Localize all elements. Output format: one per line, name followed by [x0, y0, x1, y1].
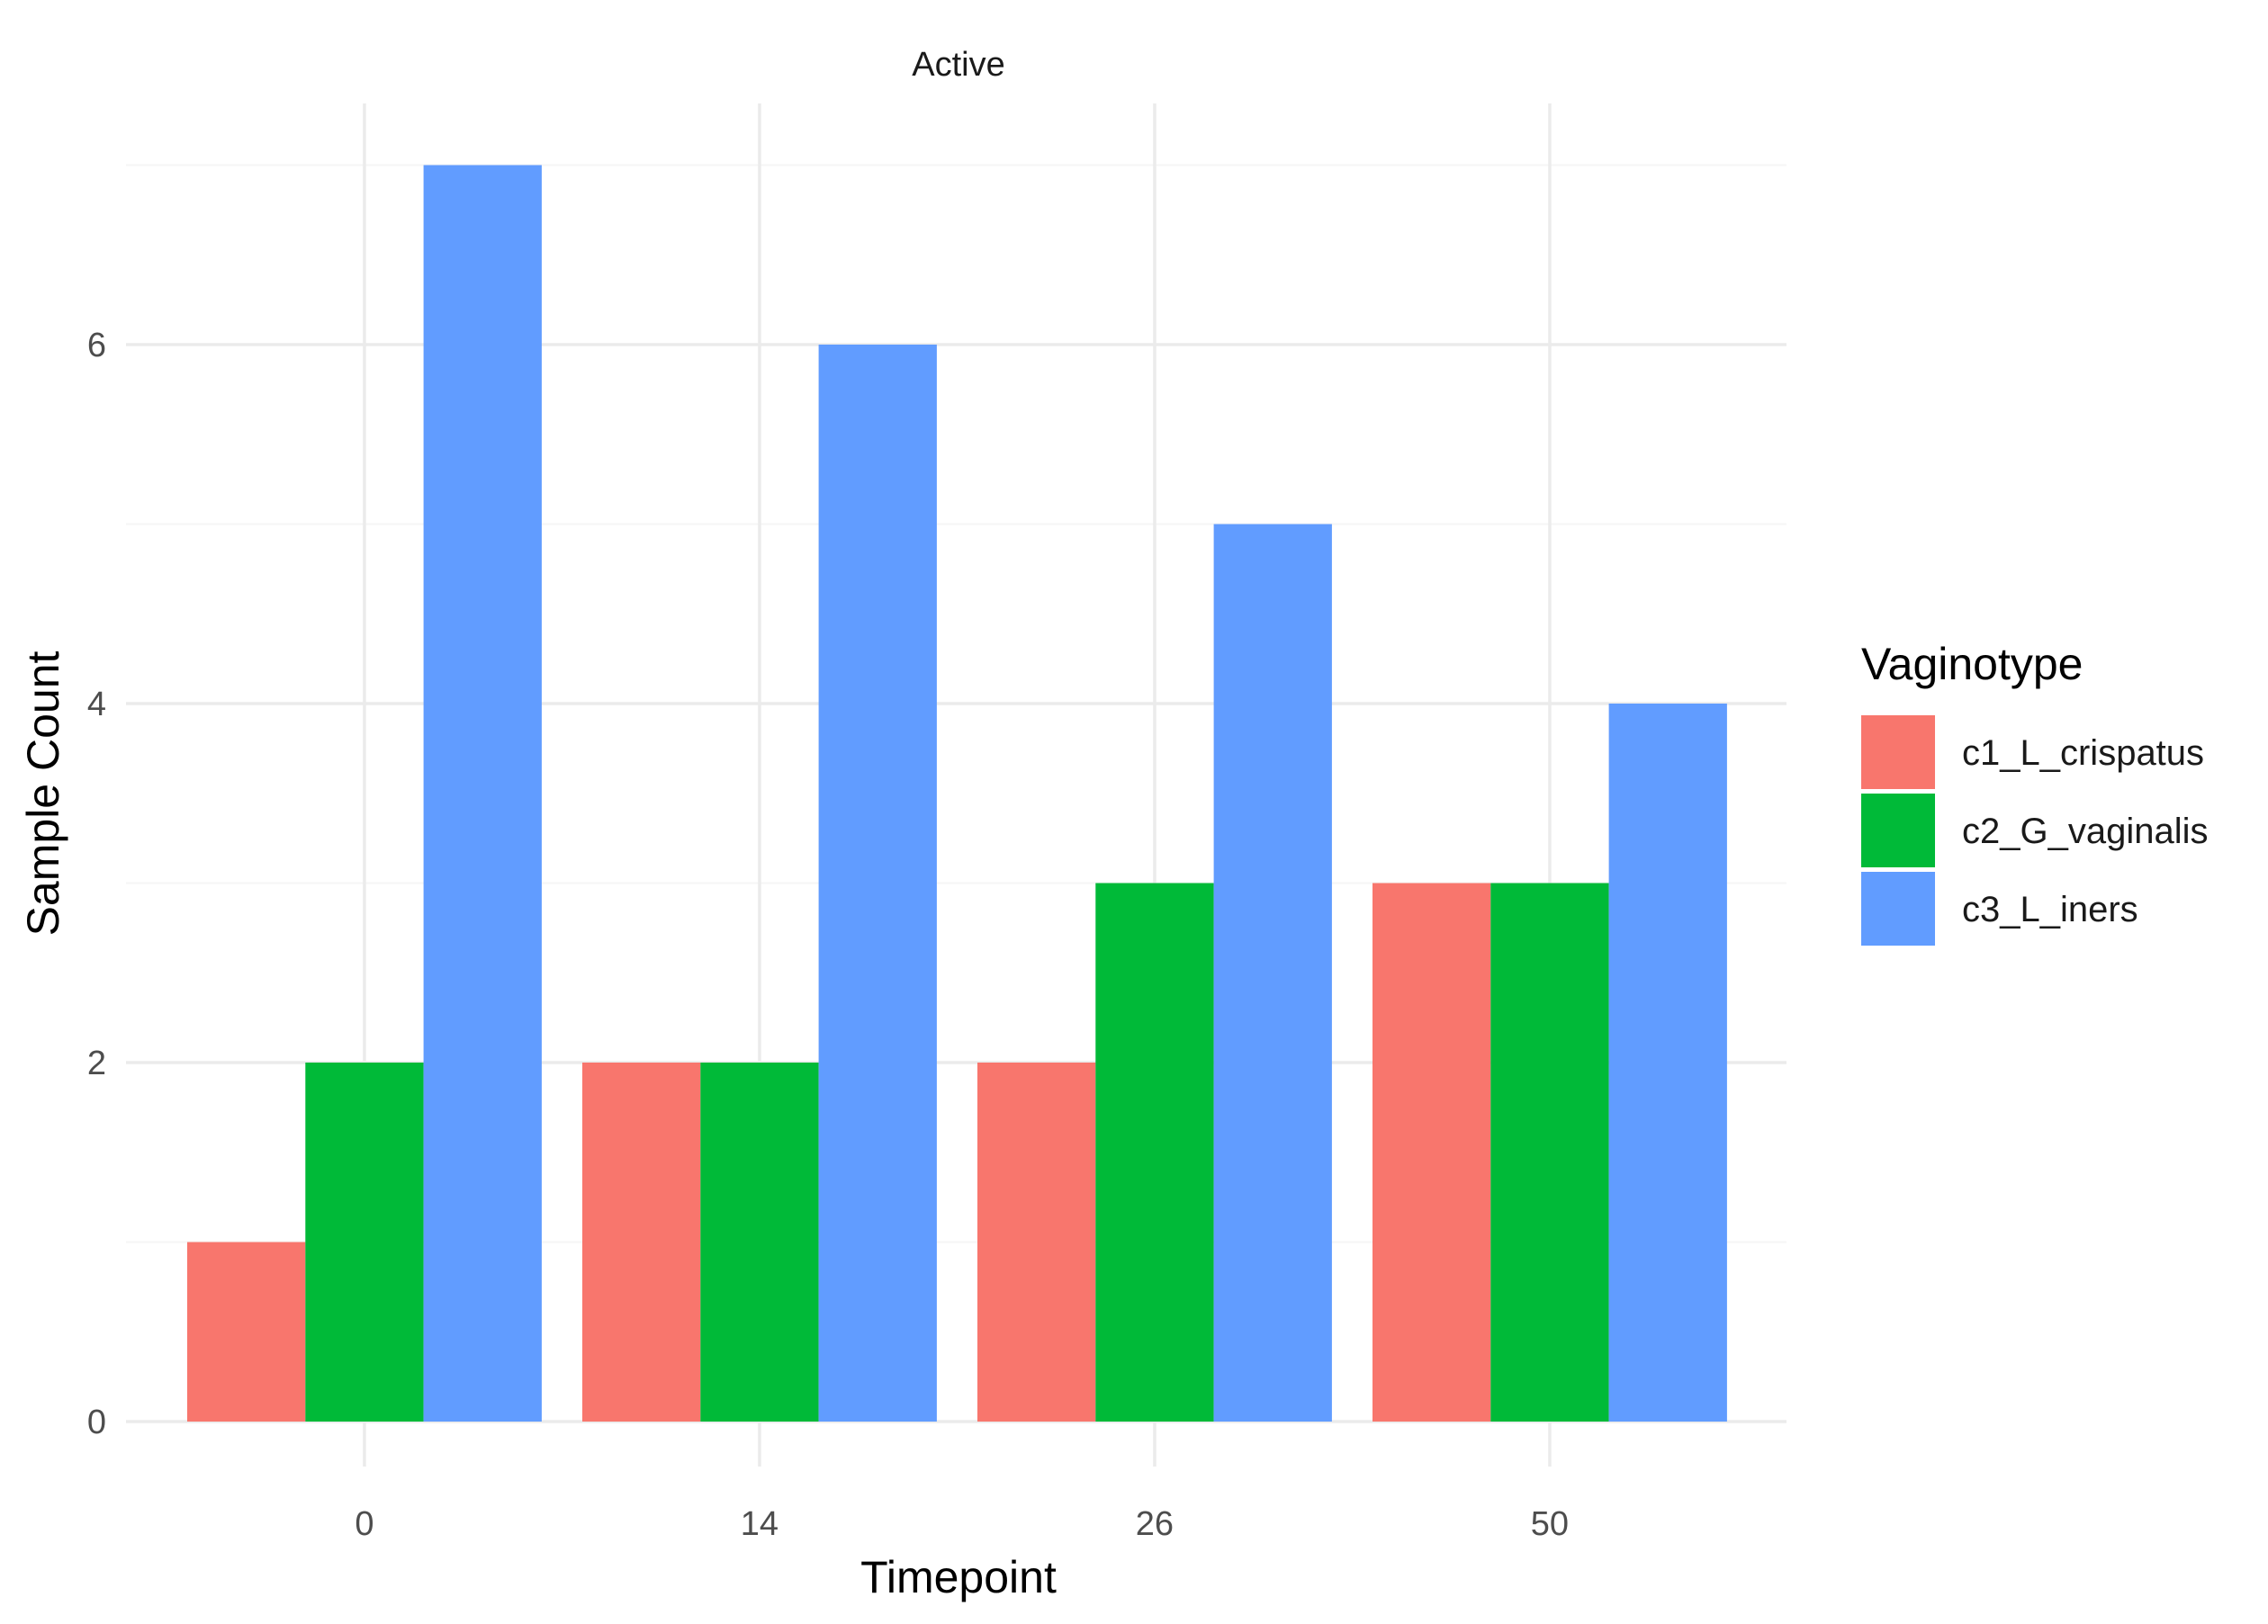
bar-c2_G_vaginalis-0 [305, 1063, 424, 1422]
bar-c3_L_iners-50 [1608, 704, 1727, 1422]
legend-title: Vaginotype [1861, 639, 2083, 689]
bar-c3_L_iners-26 [1213, 524, 1332, 1422]
legend-item-c1_L_crispatus: c1_L_crispatus [1861, 715, 2204, 789]
y-tick-label: 6 [87, 327, 106, 364]
legend-key-swatch [1861, 794, 1935, 867]
bar-c2_G_vaginalis-14 [700, 1063, 819, 1422]
bar-c3_L_iners-14 [818, 345, 937, 1422]
bar-c2_G_vaginalis-50 [1490, 883, 1609, 1422]
x-tick-label: 50 [1531, 1505, 1569, 1543]
bar-c1_L_crispatus-0 [187, 1242, 306, 1422]
x-axis-title: Timepoint [860, 1552, 1057, 1602]
legend-label: c3_L_iners [1962, 890, 2138, 929]
legend-key-swatch [1861, 715, 1935, 789]
y-axis-title: Sample Count [18, 650, 68, 936]
bar-c3_L_iners-0 [423, 165, 542, 1422]
legend: Vaginotype c1_L_crispatus c2_G_vaginalisc… [1861, 639, 2209, 946]
legend-label: c2_G_vaginalis [1962, 812, 2209, 851]
legend-key-swatch [1861, 872, 1935, 946]
legend-label: c1_L_crispatus [1962, 733, 2204, 773]
x-tick-label: 0 [355, 1505, 374, 1543]
bar-c1_L_crispatus-26 [977, 1063, 1096, 1422]
legend-item-c2_G_vaginalis: c2_G_vaginalis [1861, 794, 2209, 867]
x-axis-ticks: 0 14 26 50 [355, 1505, 1569, 1543]
y-tick-label: 2 [87, 1045, 106, 1082]
x-tick-label: 26 [1136, 1505, 1174, 1543]
y-axis-ticks: 0 2 4 6 [87, 327, 106, 1441]
bars [187, 165, 1727, 1422]
y-tick-label: 0 [87, 1404, 106, 1441]
y-tick-label: 4 [87, 686, 106, 723]
bar-c1_L_crispatus-50 [1372, 883, 1491, 1422]
legend-item-c3_L_iners: c3_L_iners [1861, 872, 2138, 946]
bar-c1_L_crispatus-14 [582, 1063, 701, 1422]
bar-c2_G_vaginalis-26 [1095, 883, 1214, 1422]
x-tick-label: 14 [741, 1505, 778, 1543]
facet-title: Active [912, 46, 1004, 84]
